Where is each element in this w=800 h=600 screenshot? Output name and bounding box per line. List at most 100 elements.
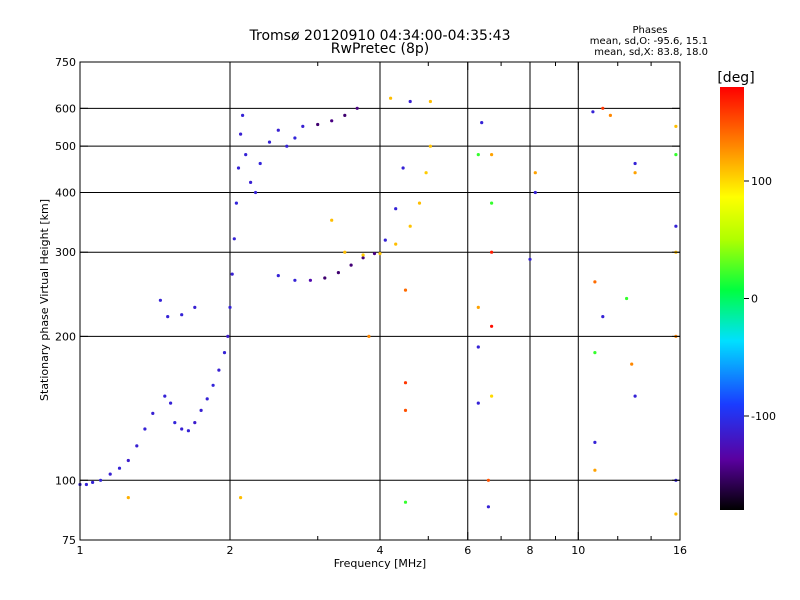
data-point <box>253 190 258 195</box>
data-point <box>163 394 167 398</box>
data-point <box>401 166 405 170</box>
data-point <box>533 190 537 195</box>
data-point <box>158 298 162 302</box>
data-point <box>408 99 412 104</box>
data-point <box>486 505 490 509</box>
data-point <box>276 128 280 132</box>
x-tick-label: 16 <box>673 544 687 557</box>
colorbar-ticks: 100 0 -100 <box>744 175 776 423</box>
y-axis-ticks: 75 100 200 300 400 500 600 750 <box>55 56 680 547</box>
data-point <box>336 271 340 275</box>
data-point <box>285 144 289 148</box>
data-point <box>186 429 190 433</box>
data-point <box>126 458 130 463</box>
chart-title: Tromsø 20120910 04:34:00-04:35:43 <box>249 28 511 44</box>
data-point <box>372 252 377 256</box>
data-point <box>108 472 112 476</box>
data-point <box>486 478 490 482</box>
data-point <box>151 411 155 415</box>
data-point <box>91 480 95 484</box>
data-point <box>232 237 236 241</box>
x-axis-ticks: 1 2 4 6 8 10 16 <box>77 62 687 557</box>
data-point <box>330 218 334 222</box>
data-point <box>226 334 230 338</box>
x-tick-label: 2 <box>227 544 234 557</box>
data-point <box>173 421 177 425</box>
colorbar <box>720 87 744 510</box>
data-point <box>323 276 327 280</box>
data-point <box>239 496 243 500</box>
data-point <box>601 315 605 319</box>
y-tick-label: 600 <box>55 102 76 115</box>
data-point <box>417 201 422 205</box>
data-point <box>593 351 597 355</box>
data-point <box>367 334 371 338</box>
data-point <box>244 153 248 157</box>
data-point <box>166 315 170 319</box>
phases-line-x: mean, sd,X: 83.8, 18.0 <box>594 47 708 58</box>
y-tick-label: 400 <box>55 186 76 199</box>
data-points <box>78 96 678 516</box>
data-point <box>180 313 184 317</box>
data-point <box>228 305 232 309</box>
y-tick-label: 200 <box>55 330 76 343</box>
y-tick-label: 75 <box>62 534 76 547</box>
data-point <box>593 280 597 284</box>
data-point <box>674 512 678 516</box>
y-tick-label: 500 <box>55 140 76 153</box>
colorbar-tick-label: 0 <box>751 293 758 306</box>
data-point <box>236 166 241 170</box>
data-point <box>143 427 147 431</box>
x-tick-label: 4 <box>377 544 384 557</box>
data-point <box>403 288 408 292</box>
data-point <box>490 324 494 328</box>
x-axis-label: Frequency [MHz] <box>334 557 426 570</box>
colorbar-label: [deg] <box>717 70 754 86</box>
data-point <box>490 394 494 398</box>
y-tick-label: 100 <box>55 474 76 487</box>
data-point <box>205 397 209 401</box>
data-point <box>135 444 139 448</box>
data-point <box>490 250 494 254</box>
data-point <box>403 381 408 385</box>
data-point <box>193 305 197 309</box>
data-point <box>480 121 484 125</box>
data-point <box>428 144 432 148</box>
data-point <box>267 140 272 144</box>
data-point <box>234 201 238 205</box>
data-point <box>476 153 480 157</box>
data-point <box>217 368 221 372</box>
x-tick-label: 8 <box>527 544 534 557</box>
phases-line-o: mean, sd,O: -95.6, 15.1 <box>590 36 708 47</box>
data-point <box>193 421 197 425</box>
y-axis-label: Stationary phase Virtual Height [km] <box>38 199 51 401</box>
data-point <box>408 224 412 228</box>
data-point <box>211 383 215 387</box>
data-point <box>355 106 359 110</box>
data-point <box>403 500 408 504</box>
x-tick-label: 1 <box>77 544 84 557</box>
data-point <box>403 408 408 412</box>
data-point <box>674 124 678 128</box>
data-point <box>490 153 494 157</box>
y-tick-label: 750 <box>55 56 76 69</box>
data-point <box>528 257 532 261</box>
data-point <box>633 394 637 398</box>
data-point <box>230 272 234 276</box>
data-point <box>241 113 245 117</box>
data-point <box>258 161 262 166</box>
data-point <box>343 113 347 117</box>
data-point <box>222 351 227 355</box>
data-point <box>591 110 595 114</box>
data-point <box>249 180 253 184</box>
data-point <box>389 96 393 100</box>
data-point <box>361 256 365 260</box>
data-point <box>199 408 203 412</box>
data-point <box>424 171 428 175</box>
data-point <box>476 305 480 309</box>
data-point <box>476 345 480 349</box>
data-point <box>625 296 629 301</box>
data-point <box>99 478 103 482</box>
colorbar-tick-label: -100 <box>751 410 776 423</box>
